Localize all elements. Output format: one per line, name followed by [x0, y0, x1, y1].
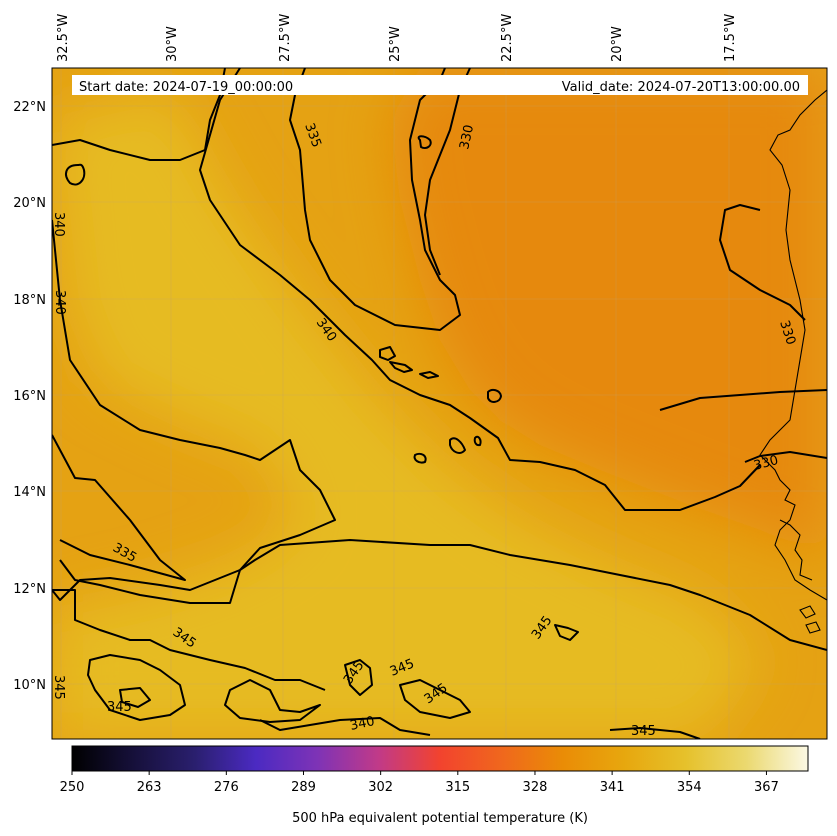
latitude-labels: 22°N 20°N 18°N 16°N 14°N 12°N 10°N — [13, 100, 46, 693]
colorbar-tick-label: 328 — [523, 780, 548, 795]
colorbar-gradient — [71, 745, 809, 772]
date-info-box: Start date: 2024-07-19_00:00:00 Valid_da… — [72, 75, 808, 95]
colorbar-tick-label: 302 — [368, 780, 393, 795]
start-date-text: Start date: 2024-07-19_00:00:00 — [79, 80, 293, 95]
map-field: 335 330 340 340 340 330 330 335 345 345 … — [51, 68, 827, 739]
colorbar-tick-label: 341 — [600, 780, 625, 795]
lat-label-18n: 18°N — [13, 293, 46, 308]
lat-label-16n: 16°N — [13, 389, 46, 404]
lat-label-10n: 10°N — [13, 678, 46, 693]
colorbar-title: 500 hPa equivalent potential temperature… — [292, 811, 588, 826]
contour-label: 340 — [51, 212, 66, 237]
field-shading — [52, 68, 827, 739]
colorbar-tick-label: 276 — [214, 780, 239, 795]
lon-label-30w: 30°W — [165, 26, 180, 62]
colorbar-tick-label: 250 — [60, 780, 85, 795]
contour-label: 330 — [776, 319, 798, 347]
colorbar-tick-label: 289 — [291, 780, 316, 795]
lat-label-22n: 22°N — [13, 100, 46, 115]
info-box-background — [72, 75, 808, 95]
valid-date-text: Valid_date: 2024-07-20T13:00:00.00 — [562, 80, 800, 95]
lon-label-17-5w: 17.5°W — [723, 14, 738, 62]
contour-label: 345 — [107, 700, 132, 715]
colorbar-tick-label: 354 — [677, 780, 702, 795]
coastlines — [759, 89, 827, 634]
lon-label-25w: 25°W — [388, 26, 403, 62]
lat-label-14n: 14°N — [13, 485, 46, 500]
contour-label: 345 — [51, 675, 66, 700]
contour-label: 330 — [457, 123, 477, 150]
lon-label-27-5w: 27.5°W — [278, 14, 293, 62]
longitude-labels: 32.5°W 30°W 27.5°W 25°W 22.5°W 20°W 17.5… — [56, 14, 738, 62]
lon-label-20w: 20°W — [610, 26, 625, 62]
contour-label: 330 — [752, 453, 780, 474]
colorbar-tick-label: 315 — [445, 780, 470, 795]
colorbar-tick-label: 367 — [754, 780, 779, 795]
lon-label-32-5w: 32.5°W — [56, 14, 71, 62]
colorbar: 250 263 276 289 302 315 328 341 354 367 500 hPa e… — [60, 745, 809, 826]
colorbar-ticks: 250 263 276 289 302 315 328 341 354 367 — [60, 771, 779, 795]
contour-label: 340 — [52, 290, 67, 315]
map-frame — [51, 67, 828, 740]
contour-label: 340 — [349, 714, 376, 734]
lon-label-22-5w: 22.5°W — [500, 14, 515, 62]
lat-label-20n: 20°N — [13, 196, 46, 211]
contour-label: 345 — [631, 724, 656, 739]
lat-label-12n: 12°N — [13, 582, 46, 597]
colorbar-tick-label: 263 — [137, 780, 162, 795]
